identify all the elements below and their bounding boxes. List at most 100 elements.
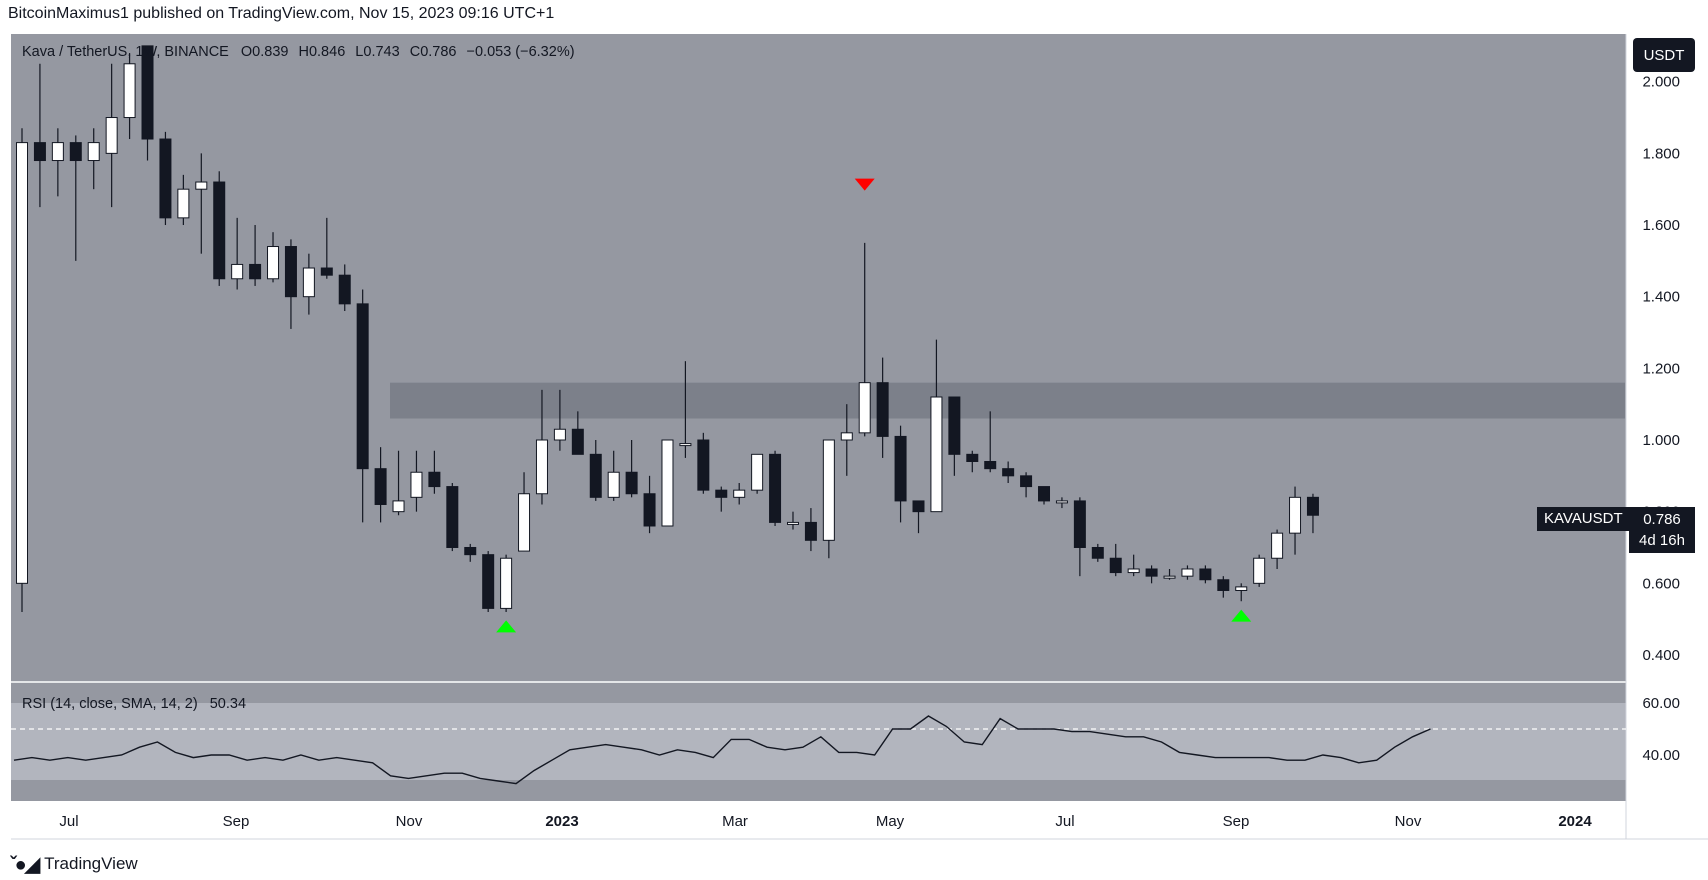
- candle-body-down: [213, 181, 226, 280]
- candle: [535, 389, 548, 505]
- candle-body-down: [141, 45, 154, 140]
- candle: [840, 404, 853, 476]
- time-tick-label: May: [876, 813, 905, 830]
- candle: [1253, 554, 1266, 587]
- time-tick-label: Sep: [1223, 813, 1250, 830]
- publisher-line: BitcoinMaximus1 published on TradingView…: [8, 5, 555, 22]
- candle-body-up: [1271, 532, 1284, 559]
- candle-body-down: [643, 493, 656, 527]
- candle: [643, 475, 656, 534]
- arrow-down-marker: [854, 178, 875, 191]
- candle: [320, 217, 333, 279]
- candle-body-up: [822, 439, 835, 541]
- candle: [1020, 472, 1033, 498]
- candle: [894, 425, 907, 523]
- time-tick-label: Nov: [1395, 813, 1422, 830]
- candle-body-down: [948, 396, 961, 455]
- symbol-legend: Kava / TetherUS, 1W, BINANCE O0.839 H0.8…: [22, 44, 581, 60]
- candle-body-down: [482, 554, 495, 609]
- candle-body-down: [697, 439, 710, 491]
- candle: [966, 450, 979, 473]
- candle-body-up: [16, 142, 28, 584]
- candle: [804, 508, 817, 552]
- close-label: C: [409, 44, 421, 60]
- low-value: 0.743: [363, 44, 400, 60]
- candle-body-up: [1181, 568, 1194, 577]
- candle-body-up: [123, 63, 136, 119]
- candle-body-down: [33, 142, 46, 162]
- candle: [1181, 565, 1194, 580]
- candle: [589, 440, 602, 501]
- rsi-legend: RSI (14, close, SMA, 14, 2) 50.34: [22, 696, 246, 712]
- candle-body-up: [518, 493, 531, 552]
- candle-body-down: [589, 453, 602, 498]
- candle: [553, 389, 566, 451]
- candle-body-up: [500, 557, 513, 609]
- candle: [141, 45, 154, 161]
- rsi-tick-label: 40.00: [1642, 747, 1680, 764]
- candle-body-up: [1163, 575, 1176, 579]
- rsi-label: RSI (14, close, SMA, 14, 2): [22, 696, 198, 712]
- candle: [1235, 583, 1248, 602]
- candle: [679, 361, 692, 458]
- candle: [948, 396, 961, 476]
- candle: [1271, 529, 1284, 569]
- candle-body-up: [231, 263, 244, 280]
- candle-body-down: [320, 267, 333, 276]
- candle-body-down: [984, 460, 997, 470]
- candle: [822, 439, 835, 559]
- candle-body-down: [374, 468, 387, 505]
- candle-body-down: [894, 435, 907, 502]
- arrow-up-marker: [496, 620, 517, 633]
- candles-group: [16, 45, 1319, 612]
- candle-body-down: [159, 138, 172, 219]
- candle-body-up: [51, 142, 64, 162]
- candle-body-up: [840, 432, 853, 441]
- candle-body-up: [195, 181, 208, 190]
- candle-body-down: [69, 142, 82, 162]
- candle: [500, 554, 513, 612]
- candle: [518, 472, 531, 552]
- price-tick-label: 1.400: [1642, 289, 1680, 306]
- price-tick-label: 1.600: [1642, 217, 1680, 234]
- candle: [912, 500, 925, 534]
- candle: [374, 447, 387, 523]
- candle-body-down: [338, 274, 351, 305]
- price-tick-label: 1.800: [1642, 145, 1680, 162]
- candle: [231, 217, 244, 290]
- candle-body-up: [267, 246, 280, 280]
- candle: [1109, 543, 1122, 577]
- candle-body-up: [553, 428, 566, 441]
- candle: [87, 128, 100, 190]
- candle: [571, 411, 584, 455]
- brand-name: TradingView: [44, 854, 138, 873]
- candle: [1145, 565, 1158, 584]
- currency-badge[interactable]: USDT: [1633, 38, 1695, 72]
- time-tick-label: Mar: [722, 813, 748, 830]
- candle: [446, 482, 459, 552]
- candle: [1127, 554, 1140, 577]
- price-tick-label: 1.000: [1642, 432, 1680, 449]
- candle: [410, 450, 423, 512]
- candle: [1289, 486, 1302, 555]
- candle: [1073, 497, 1086, 577]
- rsi-value: 50.34: [209, 696, 247, 712]
- candle: [625, 440, 638, 498]
- tradingview-brand[interactable]: ˇ●◢ TradingView: [10, 853, 138, 876]
- tradingview-logo-icon: ˇ●◢: [10, 853, 40, 876]
- candle-body-down: [769, 453, 782, 523]
- candle: [267, 232, 280, 283]
- candle-body-down: [249, 263, 262, 280]
- rsi-band: [11, 703, 1626, 780]
- chart-background: [11, 34, 1708, 840]
- bar-countdown: 4d 16h: [1639, 532, 1685, 549]
- high-value: 0.846: [308, 44, 346, 60]
- candle: [984, 411, 997, 473]
- last-price: 0.786: [1643, 511, 1681, 528]
- candle-body-down: [1109, 557, 1122, 574]
- time-tick-label: 2024: [1558, 813, 1592, 830]
- candle-body-up: [1127, 568, 1140, 574]
- candle: [1091, 543, 1104, 562]
- candle: [930, 339, 943, 513]
